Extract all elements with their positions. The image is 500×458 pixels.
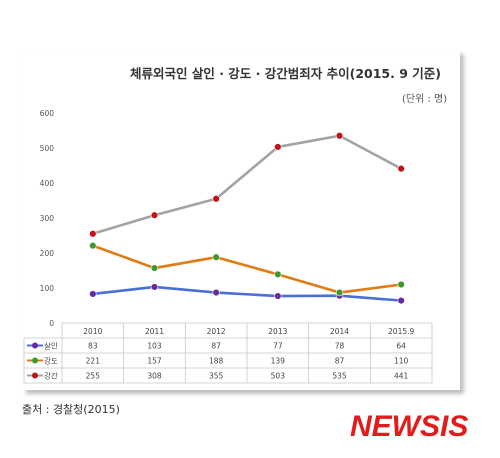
x-tick-label: 2010 bbox=[83, 327, 102, 336]
table-cell-value: 441 bbox=[394, 372, 409, 381]
data-point bbox=[274, 292, 282, 300]
data-point bbox=[212, 195, 220, 203]
table-cell-value: 77 bbox=[273, 342, 283, 351]
data-point bbox=[150, 283, 159, 291]
series-lines bbox=[91, 134, 403, 302]
data-point bbox=[89, 230, 97, 238]
y-tick-label: 500 bbox=[40, 144, 55, 153]
newsis-logo: NEWSIS bbox=[350, 410, 469, 443]
table-cell-value: 87 bbox=[211, 342, 221, 351]
y-tick-label: 0 bbox=[49, 319, 54, 328]
table-cell-value: 78 bbox=[335, 342, 345, 351]
table-cell-value: 83 bbox=[88, 342, 98, 351]
table-cell-value: 308 bbox=[147, 372, 162, 381]
data-point bbox=[335, 288, 344, 297]
table-cell-value: 139 bbox=[271, 357, 286, 366]
data-point bbox=[274, 270, 282, 279]
x-axis: 2010 2011 2012 2013 2014 2015.9 bbox=[83, 327, 414, 336]
y-axis: 0 100 200 300 400 500 600 bbox=[40, 109, 55, 328]
y-tick-label: 300 bbox=[40, 214, 55, 223]
x-tick-label: 2012 bbox=[207, 327, 226, 336]
table-cell-value: 110 bbox=[394, 357, 409, 366]
data-point bbox=[397, 280, 405, 289]
data-point bbox=[150, 264, 159, 272]
data-point bbox=[89, 241, 97, 250]
y-tick-label: 600 bbox=[40, 109, 55, 118]
data-point bbox=[212, 288, 220, 297]
unit-label: (단위 : 명) bbox=[402, 94, 448, 105]
legend-label: 강도 bbox=[44, 356, 58, 366]
table-cell-value: 157 bbox=[147, 357, 162, 366]
x-tick-label: 2014 bbox=[330, 327, 349, 336]
table-cell-value: 255 bbox=[86, 372, 101, 381]
chart-title: 체류외국인 살인 · 강도 · 강간범죄자 추이(2015. 9 기준) bbox=[130, 66, 441, 81]
legend-label: 살인 bbox=[44, 341, 58, 351]
data-table: 살인 83 103 87 77 78 64 강도 221 157 188 139 87 110 강간 255 3… bbox=[27, 341, 409, 381]
series-points bbox=[89, 132, 405, 305]
x-tick-label: 2013 bbox=[268, 327, 287, 336]
y-tick-label: 400 bbox=[40, 179, 55, 188]
series-line bbox=[91, 285, 403, 302]
table-cell-value: 188 bbox=[209, 357, 224, 366]
data-point bbox=[397, 164, 405, 173]
data-point bbox=[150, 211, 159, 219]
source-note: 출처 : 경찰청(2015) bbox=[22, 403, 120, 416]
table-cell-value: 221 bbox=[86, 357, 101, 366]
x-tick-label: 2011 bbox=[145, 327, 164, 336]
legend-label: 강간 bbox=[44, 371, 58, 381]
y-tick-label: 200 bbox=[40, 249, 55, 258]
data-point bbox=[335, 132, 344, 140]
y-tick-label: 100 bbox=[40, 284, 55, 293]
table-cell-value: 64 bbox=[396, 342, 406, 351]
table-cell-value: 87 bbox=[335, 357, 345, 366]
data-point bbox=[212, 253, 220, 261]
x-tick-label: 2015.9 bbox=[388, 327, 414, 336]
table-cell-value: 535 bbox=[332, 372, 347, 381]
series-line bbox=[91, 244, 403, 294]
legend-swatch-marker bbox=[32, 342, 38, 349]
table-cell-value: 103 bbox=[147, 342, 162, 351]
legend-swatch-marker bbox=[32, 372, 38, 379]
table-cell-value: 503 bbox=[271, 372, 286, 381]
legend-swatch-marker bbox=[32, 357, 38, 364]
series-line bbox=[91, 134, 403, 236]
chart-card bbox=[22, 50, 460, 390]
table-cell-value: 355 bbox=[209, 372, 224, 381]
data-point bbox=[89, 290, 97, 298]
data-point bbox=[397, 296, 405, 305]
data-point bbox=[274, 143, 282, 151]
table-grid bbox=[23, 322, 433, 384]
